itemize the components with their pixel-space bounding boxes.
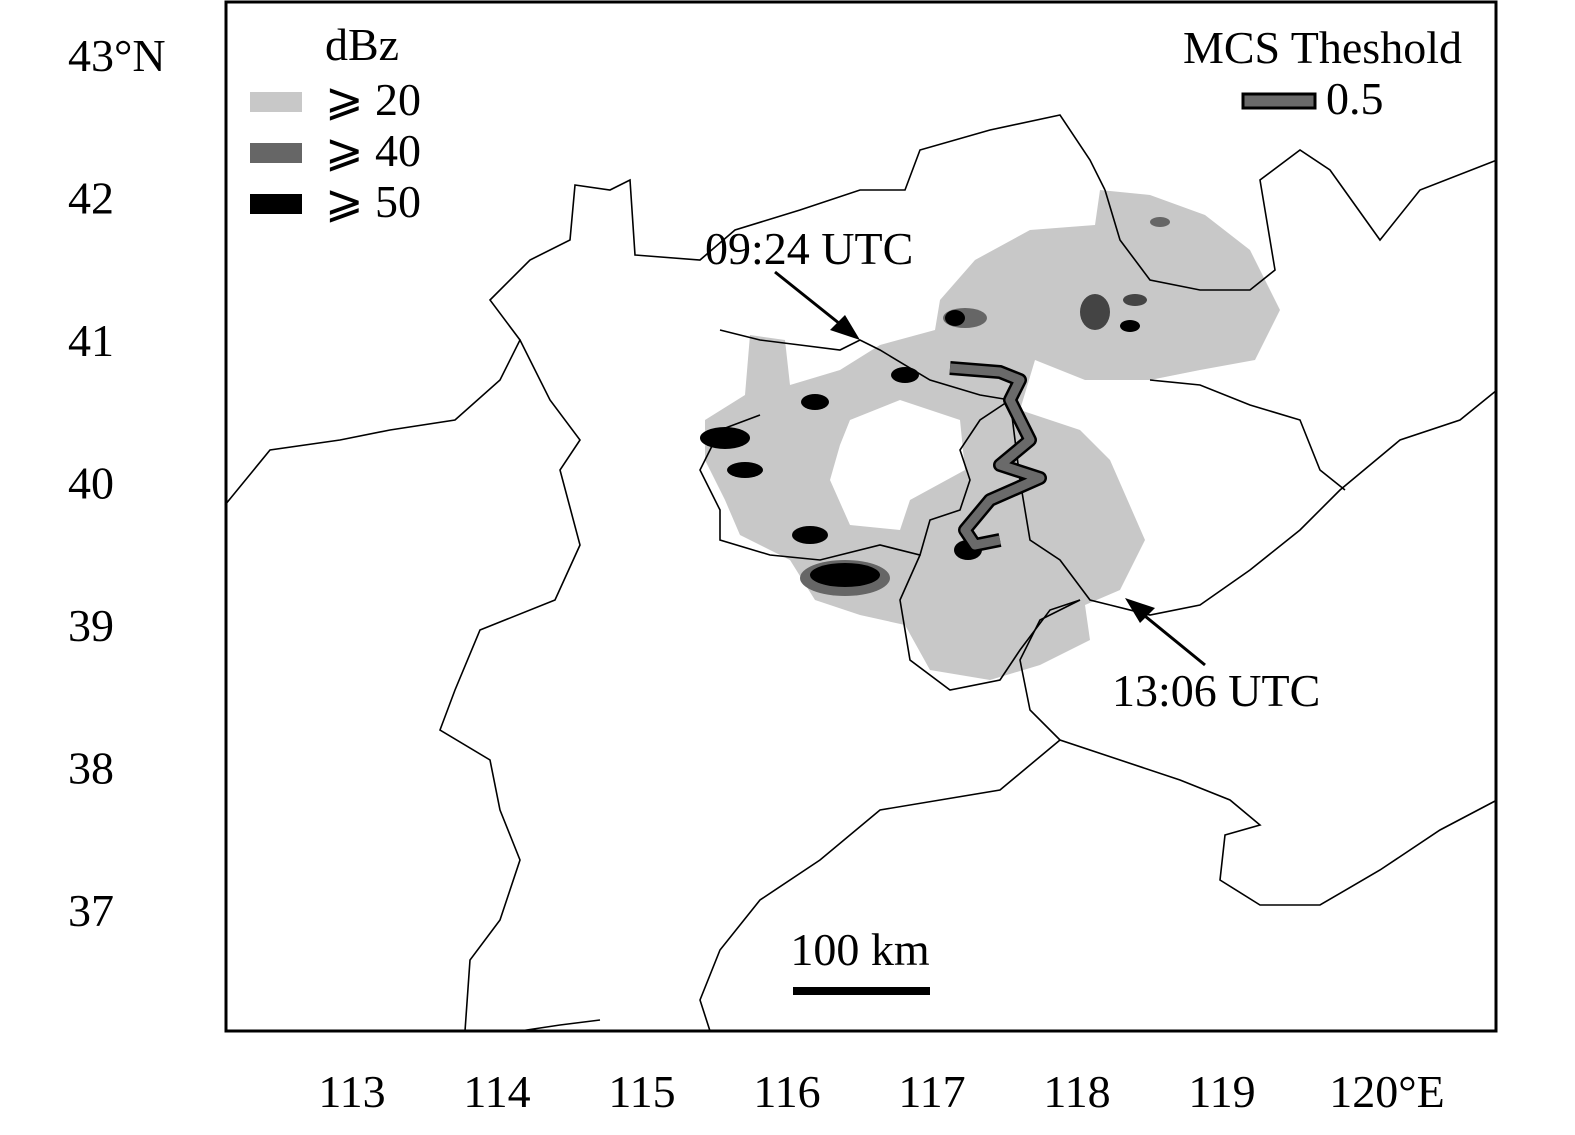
boundaries <box>224 114 1498 1032</box>
mcs-track <box>949 363 1045 550</box>
legend-swatch <box>250 143 302 163</box>
arrows <box>774 270 1206 667</box>
legend-label: ⩾ 50 <box>325 176 421 227</box>
legend-label: ⩾ 40 <box>325 125 421 176</box>
lat-label: 40 <box>68 458 114 509</box>
scale-label: 100 km <box>790 924 930 975</box>
lon-label: 113 <box>318 1066 385 1117</box>
annotation: 13:06 UTC <box>1112 665 1320 716</box>
lon-label: 119 <box>1188 1066 1255 1117</box>
lat-label: 41 <box>68 315 114 366</box>
lon-label: 115 <box>608 1066 675 1117</box>
lon-labels: 113 114 115 116 117 118 119 120°E <box>318 1066 1444 1117</box>
threshold-title: MCS Theshold <box>1183 22 1462 73</box>
lat-label: 37 <box>68 885 114 936</box>
radar-echo <box>700 190 1280 680</box>
threshold-swatch <box>1241 92 1317 110</box>
lon-label: 114 <box>463 1066 530 1117</box>
lon-label: 117 <box>898 1066 965 1117</box>
legend-swatch <box>250 194 302 214</box>
lat-label: 38 <box>68 743 114 794</box>
threshold-label: 0.5 <box>1326 73 1384 124</box>
annotation: 09:24 UTC <box>705 223 913 274</box>
lon-label: 120°E <box>1329 1066 1445 1117</box>
lat-labels: 43°N 42 41 40 39 38 37 <box>68 30 166 936</box>
lat-label: 39 <box>68 600 114 651</box>
lat-label: 42 <box>68 173 114 224</box>
lon-label: 116 <box>753 1066 820 1117</box>
lon-label: 118 <box>1043 1066 1110 1117</box>
legend-title: dBz <box>325 19 399 70</box>
legend-swatch <box>250 92 302 112</box>
map-frame <box>224 0 1498 1033</box>
legend-label: ⩾ 20 <box>325 74 421 125</box>
lat-label: 43°N <box>68 30 166 81</box>
